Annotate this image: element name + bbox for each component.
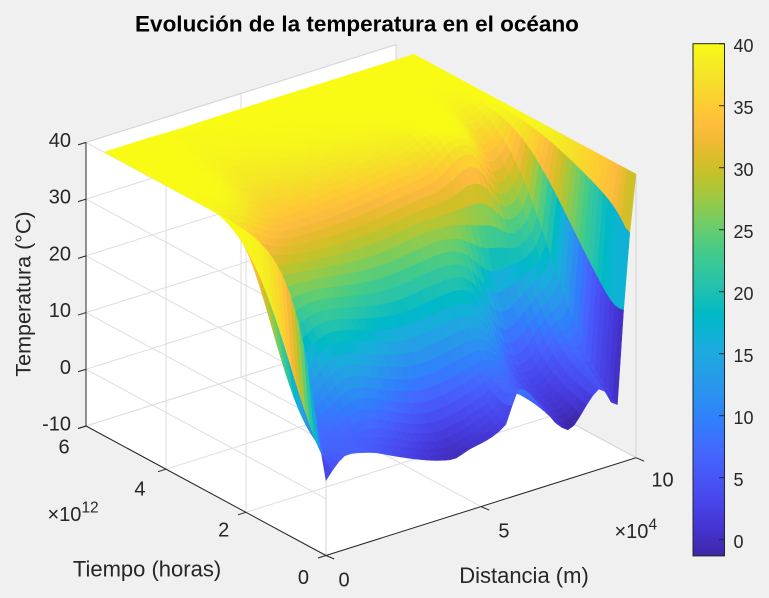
svg-text:Tiempo (horas): Tiempo (horas) <box>73 557 221 582</box>
svg-text:25: 25 <box>734 222 754 242</box>
svg-text:30: 30 <box>49 187 71 209</box>
svg-text:40: 40 <box>734 36 754 56</box>
svg-text:Distancia (m): Distancia (m) <box>459 563 589 588</box>
svg-text:10: 10 <box>651 469 673 491</box>
svg-text:0: 0 <box>60 357 71 379</box>
svg-text:5: 5 <box>498 520 509 542</box>
svg-text:-10: -10 <box>42 414 71 436</box>
svg-text:20: 20 <box>49 243 71 265</box>
svg-text:20: 20 <box>734 284 754 304</box>
svg-text:5: 5 <box>734 470 744 490</box>
svg-text:30: 30 <box>734 160 754 180</box>
svg-text:2: 2 <box>218 519 229 541</box>
svg-text:Temperatura (°C): Temperatura (°C) <box>12 211 36 376</box>
svg-text:0: 0 <box>298 567 309 589</box>
svg-text:Evolución de la temperatura en: Evolución de la temperatura en el océano <box>135 12 579 37</box>
svg-text:35: 35 <box>734 98 754 118</box>
svg-text:10: 10 <box>49 300 71 322</box>
svg-text:0: 0 <box>734 532 744 552</box>
svg-text:0: 0 <box>338 570 349 592</box>
svg-text:40: 40 <box>49 130 71 152</box>
svg-text:4: 4 <box>134 479 145 501</box>
svg-text:10: 10 <box>734 408 754 428</box>
svg-text:6: 6 <box>58 436 69 458</box>
svg-text:15: 15 <box>734 346 754 366</box>
